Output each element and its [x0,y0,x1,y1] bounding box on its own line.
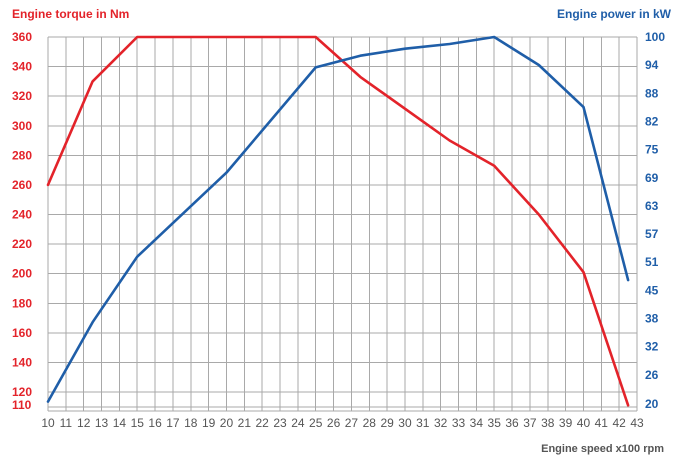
x-tick-label: 15 [131,416,145,430]
x-tick-label: 18 [184,416,198,430]
y-right-tick-label: 63 [645,199,659,213]
x-tick-label: 27 [345,416,359,430]
y-left-tick-label: 300 [12,119,32,133]
x-tick-label: 30 [398,416,412,430]
y-right-tick-label: 38 [645,312,659,326]
y-right-tick-label: 45 [645,283,659,297]
y-left-tick-label: 200 [12,267,32,281]
x-tick-label: 43 [630,416,644,430]
y-right-tick-label: 82 [645,114,659,128]
y-right-tick-label: 94 [645,58,659,72]
x-axis-label: Engine speed x100 rpm [541,443,664,455]
y-right-tick-label: 57 [645,227,659,241]
y-left-tick-label: 140 [12,355,32,369]
x-axis-ticks: 10 11 12 13 14 15 16 17 18 19 20 21 22 23 24 25 26 27 28 29… [41,416,644,430]
x-tick-label: 16 [148,416,162,430]
x-tick-label: 21 [238,416,252,430]
x-tick-label: 23 [273,416,287,430]
y-left-tick-label: 280 [12,148,32,162]
x-tick-label: 25 [309,416,323,430]
x-tick-label: 36 [505,416,519,430]
x-tick-label: 28 [363,416,377,430]
x-tick-label: 13 [95,416,109,430]
x-tick-label: 26 [327,416,341,430]
x-tick-label: 20 [220,416,234,430]
x-tick-label: 24 [291,416,305,430]
x-tick-label: 33 [452,416,466,430]
x-tick-label: 38 [541,416,555,430]
x-tick-label: 34 [470,416,484,430]
y-left-tick-label: 160 [12,326,32,340]
x-tick-label: 35 [488,416,502,430]
y-left-tick-label: 320 [12,89,32,103]
y-right-tick-label: 32 [645,340,659,354]
y-left-tick-label: 220 [12,237,32,251]
x-tick-label: 40 [577,416,591,430]
x-tick-label: 17 [166,416,180,430]
x-tick-label: 32 [434,416,448,430]
y-right-tick-label: 69 [645,171,659,185]
y-axis-left-ticks: 360 340 320 300 280 260 240 220 200 180 160 140 1201… [12,30,32,412]
y-right-tick-label: 75 [645,143,659,157]
y-left-tick-label: 360 [12,30,32,44]
y-left-tick-label: 120 [12,385,32,399]
y-axis-right-ticks: 100 94 88 82 75 69 63 57 51 45 38 32 26 20 [645,30,665,411]
y-axis-right-label: Engine power in kW [557,7,672,21]
x-tick-label: 12 [77,416,91,430]
y-right-tick-label: 20 [645,397,659,411]
x-tick-label: 22 [256,416,270,430]
x-tick-label: 31 [416,416,430,430]
y-right-tick-label: 88 [645,86,659,100]
x-tick-label: 37 [523,416,537,430]
x-tick-label: 19 [202,416,216,430]
y-right-tick-label: 26 [645,368,659,382]
grid [47,36,638,412]
y-left-tick-label: 110 [12,398,32,412]
x-tick-label: 14 [113,416,127,430]
y-left-tick-label: 180 [12,296,32,310]
series-lines [46,35,630,407]
x-tick-label: 11 [60,416,73,430]
y-right-tick-label: 100 [645,30,665,44]
x-tick-label: 42 [612,416,626,430]
torque-series-line [46,35,630,407]
y-axis-left-label: Engine torque in Nm [12,7,129,21]
y-left-tick-label: 240 [12,208,32,222]
power-series-line [46,35,630,403]
y-right-tick-label: 51 [645,255,659,269]
x-tick-label: 29 [380,416,394,430]
x-tick-label: 10 [41,416,55,430]
y-left-tick-label: 260 [12,178,32,192]
y-left-tick-label: 340 [12,60,32,74]
x-tick-label: 41 [595,416,609,430]
x-tick-label: 39 [559,416,573,430]
